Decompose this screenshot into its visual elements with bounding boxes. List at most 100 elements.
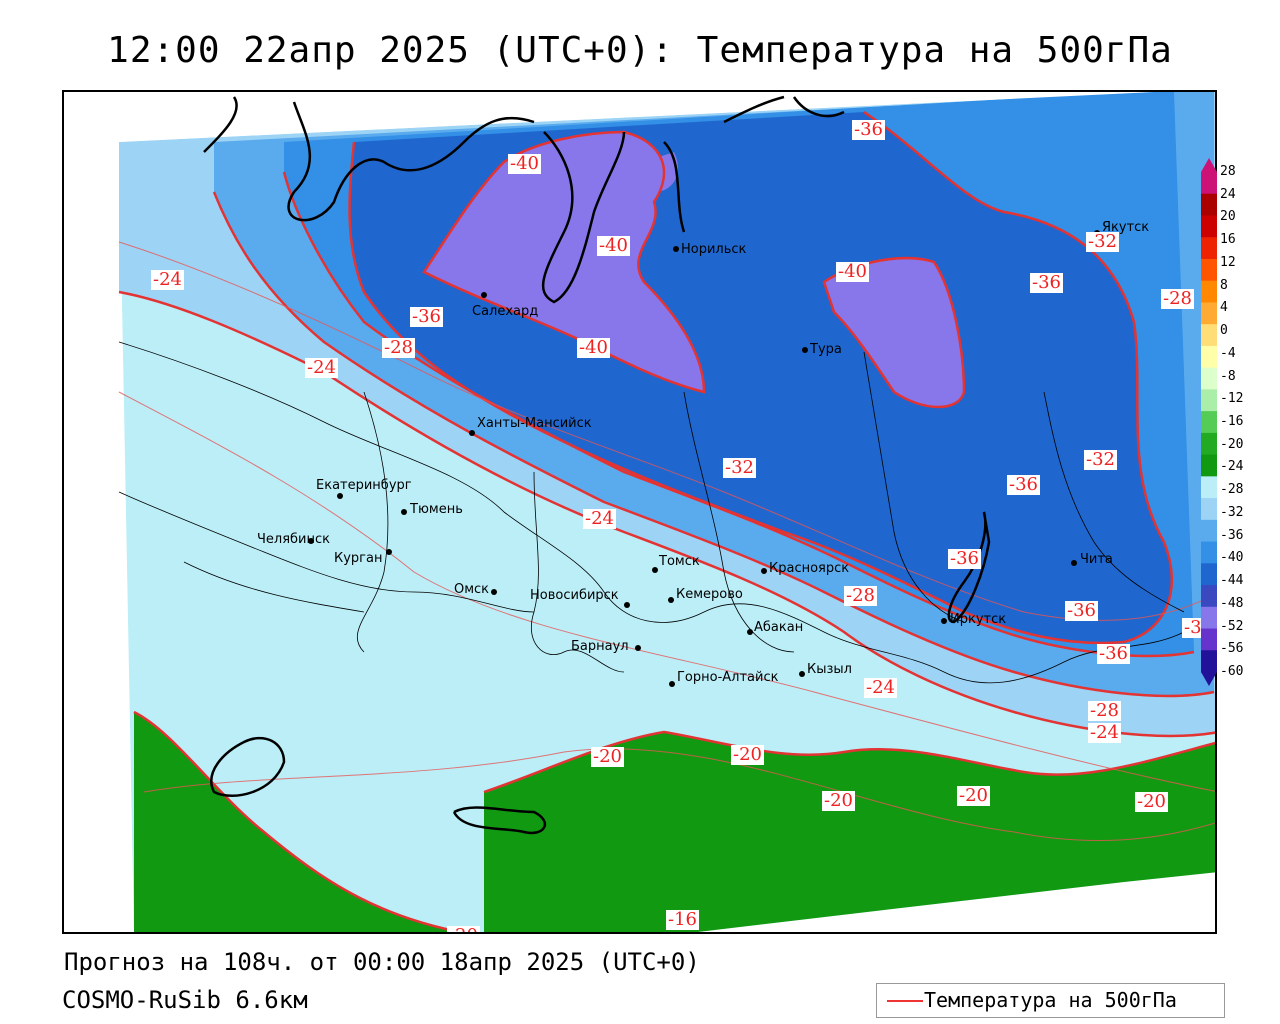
admin-borders	[118, 341, 1185, 684]
colorbar-cell	[1201, 563, 1217, 586]
colorbar-cell	[1201, 411, 1217, 434]
city-dot	[652, 567, 658, 573]
colorbar-cell	[1201, 302, 1217, 325]
colorbar-cell	[1201, 650, 1217, 673]
city-kemerovo: Кемерово	[676, 587, 743, 602]
contour-label: -36	[1007, 474, 1040, 495]
contour-label: -36	[1030, 272, 1063, 293]
contour-label: -24	[864, 677, 897, 698]
colorbar-cell	[1201, 389, 1217, 412]
contour-label: -20	[1135, 791, 1168, 812]
colorbar-cell	[1201, 519, 1217, 543]
contour-label: -40	[597, 235, 630, 256]
colorbar-tick-label: 24	[1220, 186, 1236, 202]
contour-label: -32	[1086, 231, 1119, 252]
colorbar	[1201, 158, 1217, 686]
city-dot	[669, 681, 675, 687]
contour-label: -24	[305, 357, 338, 378]
contour-label: -40	[508, 153, 541, 174]
colorbar-cell	[1201, 345, 1217, 369]
contour-label: -32	[1084, 449, 1117, 470]
colorbar-tick-label: -4	[1220, 345, 1236, 361]
city-dot	[802, 347, 808, 353]
colorbar-tick-label: 8	[1220, 277, 1228, 293]
band-minus40-east	[824, 258, 964, 407]
colorbar-cell	[1201, 324, 1217, 347]
colorbar-tick-label: -28	[1220, 482, 1244, 498]
contour-label: -20	[731, 744, 764, 765]
colorbar-tick-label: -56	[1220, 641, 1244, 657]
contour-label: -20	[957, 785, 990, 806]
colorbar-tick-label: -48	[1220, 595, 1244, 611]
colorbar-cell	[1201, 476, 1217, 499]
band-minus16-south	[134, 712, 461, 932]
colorbar-tick-label: 20	[1220, 209, 1236, 225]
city-dot	[941, 618, 947, 624]
colorbar-bottom-arrow	[1201, 672, 1217, 686]
city-tomsk: Томск	[659, 554, 700, 569]
colorbar-tick-label: -24	[1220, 459, 1244, 475]
colorbar-cell	[1201, 280, 1217, 303]
colorbar-tick-label: -32	[1220, 504, 1244, 520]
colorbar-cell	[1201, 215, 1217, 238]
contour-label: -20	[591, 746, 624, 767]
colorbar-cell	[1201, 258, 1217, 282]
colorbar-cell	[1201, 606, 1217, 630]
colorbar-tick-label: 4	[1220, 300, 1228, 316]
colorbar-cell	[1201, 432, 1217, 456]
contour-label: -24	[151, 269, 184, 290]
colorbar-tick-label: -20	[1220, 436, 1244, 452]
band-minus40-west	[424, 132, 704, 392]
legend: Температура на 500гПа	[876, 983, 1225, 1018]
legend-label: Температура на 500гПа	[924, 988, 1177, 1012]
colorbar-tick-label: 0	[1220, 323, 1228, 339]
colorbar-cell	[1201, 193, 1217, 216]
colorbar-cell	[1201, 172, 1217, 195]
city-salekhard: Салехард	[472, 304, 539, 319]
band-minus40-north	[644, 152, 678, 192]
city-dot	[1071, 560, 1077, 566]
city-yekaterinburg: Екатеринбург	[316, 478, 412, 493]
contour-label: -28	[382, 337, 415, 358]
contour-label: -24	[583, 508, 616, 529]
coastlines	[203, 95, 991, 835]
city-dot	[386, 549, 392, 555]
colorbar-tick-label: -8	[1220, 368, 1236, 384]
contour-label: -36	[1097, 643, 1130, 664]
city-dot	[481, 292, 487, 298]
legend-line-swatch	[887, 1000, 923, 1002]
city-dot	[668, 597, 674, 603]
city-dot	[337, 493, 343, 499]
model-name: COSMO-RuSib 6.6км	[62, 986, 308, 1014]
colorbar-top-arrow	[1201, 158, 1217, 172]
contour-label: -36	[948, 548, 981, 569]
city-abakan: Абакан	[754, 620, 804, 635]
city-barnaul: Барнаул	[571, 639, 629, 654]
city-chelyabinsk: Челябинск	[257, 532, 331, 547]
city-dot	[469, 430, 475, 436]
city-chita: Чита	[1080, 552, 1113, 567]
colorbar-tick-label: -40	[1220, 550, 1244, 566]
arctic-ocean	[119, 92, 1154, 142]
colorbar-cell	[1201, 454, 1217, 477]
contour-label: -36	[1065, 600, 1098, 621]
city-kyzyl: Кызыл	[807, 662, 852, 677]
colorbar-cell	[1201, 541, 1217, 564]
colorbar-tick-label: -44	[1220, 573, 1244, 589]
colorbar-tick-label: -60	[1220, 664, 1244, 679]
colorbar-cell	[1201, 237, 1217, 260]
colorbar-tick-label: -52	[1220, 618, 1244, 634]
contour-label: -28	[1161, 288, 1194, 309]
map-panel: Норильск Салехард Тура Якутск Ханты-Манс…	[62, 90, 1217, 934]
city-dot	[747, 629, 753, 635]
city-khanty-mansiysk: Ханты-Мансийск	[477, 416, 592, 431]
city-dot	[624, 602, 630, 608]
city-dot	[673, 246, 679, 252]
city-gorno-altaysk: Горно-Алтайск	[677, 670, 779, 685]
contour-label: -20	[822, 790, 855, 811]
city-dot	[401, 509, 407, 515]
colorbar-cell	[1201, 367, 1217, 390]
city-omsk: Омск	[454, 582, 490, 597]
city-dot	[308, 538, 314, 544]
city-krasnoyarsk: Красноярск	[769, 561, 850, 576]
